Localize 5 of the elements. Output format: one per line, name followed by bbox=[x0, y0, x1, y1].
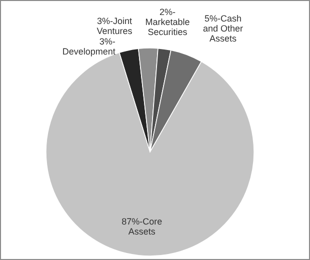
slice-label: 2%-Marketable Securities bbox=[145, 7, 190, 38]
slice-label: 5%-Cash and Other Assets bbox=[202, 13, 244, 44]
slice-label: 3%-Development bbox=[62, 36, 116, 57]
slice-label: 87%-Core Assets bbox=[122, 216, 162, 236]
slice-label: 3%-Joint Ventures bbox=[96, 16, 133, 36]
